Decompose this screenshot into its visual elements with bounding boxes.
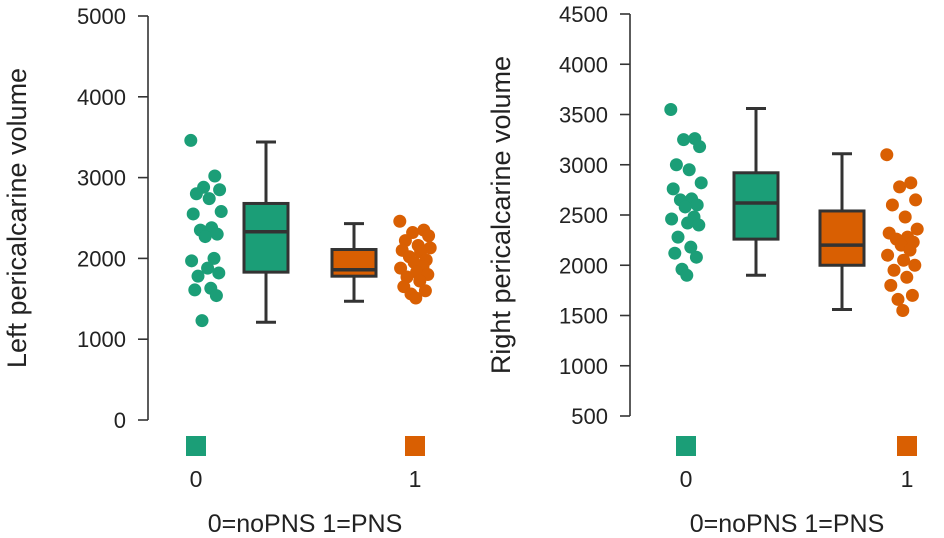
left-group-0-point (207, 251, 221, 265)
right-y-ticks: 500 1000 1500 2000 2500 3000 3500 4000 4500 (559, 2, 630, 429)
right-group-1-point (910, 222, 924, 236)
right-group-0-point (666, 182, 680, 196)
right-y-axis-label: Right pericalcarine volume (486, 56, 516, 374)
right-group-0-point (681, 216, 695, 230)
right-y-tick-label: 3000 (559, 153, 608, 178)
right-group-1-point (909, 193, 923, 207)
right-y-tick-label: 4500 (559, 2, 608, 27)
right-group-1-point (904, 176, 918, 190)
left-group-0-point (189, 187, 203, 201)
right-group-1-point (880, 148, 894, 162)
right-y-tick-label: 500 (571, 404, 608, 429)
right-group-1-point (908, 258, 922, 272)
right-group-0-point (694, 176, 708, 190)
left-group-0-point (214, 205, 228, 219)
right-group-1-point (893, 180, 907, 194)
left-y-ticks: 0 1000 2000 3000 4000 5000 (77, 4, 148, 433)
left-group-0-point (186, 207, 200, 221)
left-group-0-point (188, 283, 202, 297)
left-group-0-point (191, 269, 205, 283)
right-group-1-point (905, 288, 919, 302)
right-group-0-point (680, 268, 694, 282)
left-y-tick-label: 2000 (77, 246, 126, 271)
left-group-0-point (212, 266, 226, 280)
left-group-1-point (393, 214, 407, 228)
left-group-1-point (413, 274, 427, 288)
right-group-0-point (668, 246, 682, 260)
left-group-1-label: 1 (409, 466, 422, 492)
right-group-1-point (896, 303, 910, 317)
right-group-1-label: 1 (901, 466, 914, 492)
right-boxes (732, 106, 866, 311)
right-y-tick-label: 2500 (559, 203, 608, 228)
left-group-0-legend-swatch (186, 436, 206, 456)
left-group-1-point (409, 291, 423, 305)
right-group-0-point (665, 212, 679, 226)
right-y-tick-label: 2000 (559, 253, 608, 278)
right-group-1-point (898, 210, 912, 224)
right-group-0-label: 0 (680, 466, 693, 492)
right-group-0-point (664, 102, 678, 116)
left-group-0-box (242, 201, 290, 274)
right-group-0-point (678, 200, 692, 214)
left-group-0-point (195, 314, 209, 328)
left-group-0-point (202, 192, 216, 206)
left-group-0-point (209, 289, 223, 303)
right-group-0-point (693, 140, 707, 154)
right-group-0-legend-swatch (676, 436, 696, 456)
left-group-0-point (198, 230, 212, 244)
right-y-tick-label: 1500 (559, 304, 608, 329)
left-y-tick-label: 4000 (77, 85, 126, 110)
left-group-1-legend-swatch (405, 436, 425, 456)
right-y-tick-label: 4000 (559, 52, 608, 77)
right-group-0-point (690, 198, 704, 212)
right-group-1-point (897, 253, 911, 267)
left-group-0-point (201, 261, 215, 275)
left-boxes (242, 140, 378, 324)
left-group-1-point (418, 284, 432, 298)
right-group-1-legend-swatch (897, 436, 917, 456)
right-group-0-point (682, 163, 696, 177)
right-group-0-box (732, 171, 780, 241)
right-y-tick-label: 3500 (559, 103, 608, 128)
right-group-0-point (671, 230, 685, 244)
left-y-tick-label: 3000 (77, 166, 126, 191)
right-group-0-point (669, 158, 683, 172)
right-group-1-box (818, 209, 866, 267)
right-group-1-point (900, 270, 914, 284)
right-group-1-point (881, 248, 895, 262)
right-points (664, 102, 924, 317)
right-group-1-point (903, 243, 917, 257)
left-y-axis-label: Left pericalcarine volume (2, 68, 32, 368)
left-group-0-point (210, 227, 224, 241)
left-group-1-point (422, 229, 436, 243)
left-y-tick-label: 1000 (77, 327, 126, 352)
left-y-tick-label: 5000 (77, 4, 126, 29)
left-points (184, 133, 437, 328)
left-group-0-point (184, 133, 198, 147)
right-group-0-point (689, 250, 703, 264)
left-group-0-point (208, 169, 222, 183)
right-y-tick-label: 1000 (559, 354, 608, 379)
left-group-1-box (330, 248, 378, 278)
right-group-1-point (885, 198, 899, 212)
left-group-0-point (213, 183, 227, 197)
right-group-1-point (884, 278, 898, 292)
right-x-axis-label: 0=noPNS 1=PNS (690, 510, 885, 538)
right-group-1-point (891, 292, 905, 306)
right-group-1-point (887, 263, 901, 277)
right-group-0-point (692, 218, 706, 232)
left-group-0-label: 0 (190, 466, 203, 492)
right-group-0-point (684, 240, 698, 254)
left-y-tick-label: 0 (114, 408, 126, 433)
right-group-0-point (677, 133, 691, 147)
left-group-0-point (185, 254, 199, 268)
left-x-axis-label: 0=noPNS 1=PNS (208, 510, 403, 538)
